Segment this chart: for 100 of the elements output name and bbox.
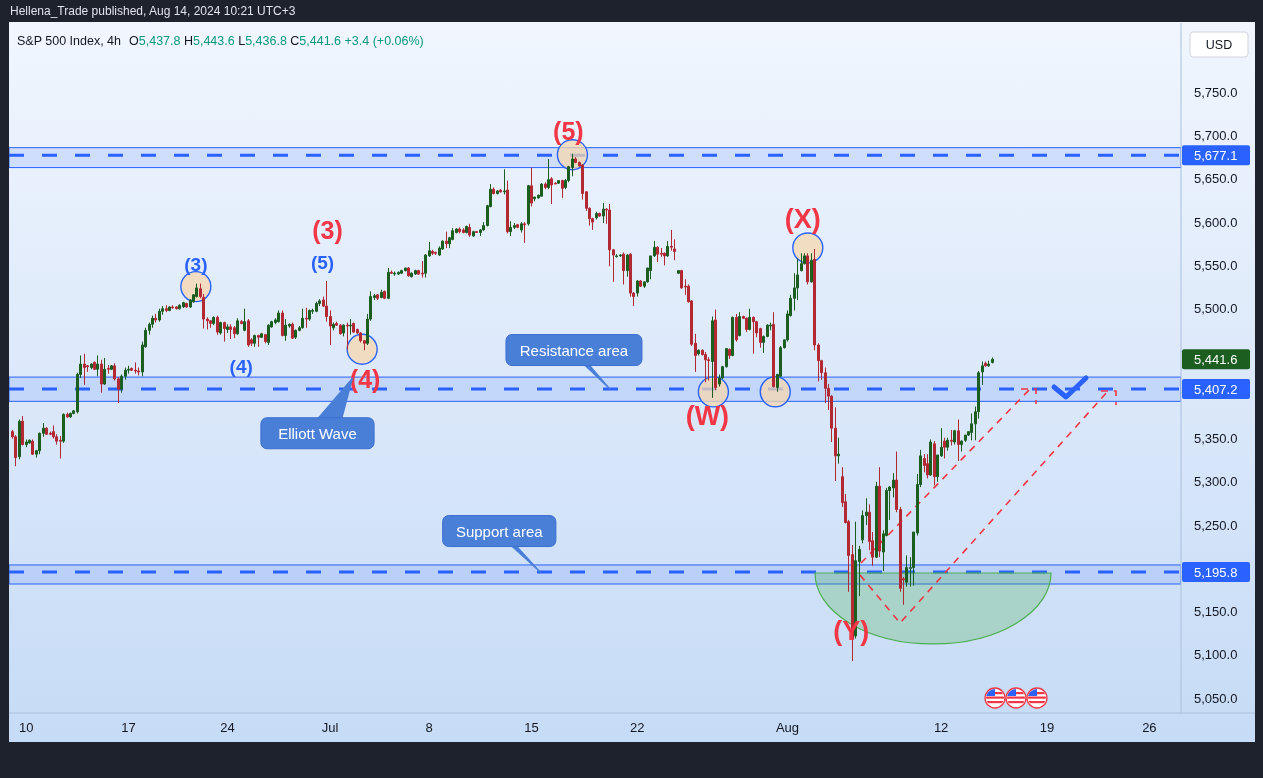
candlestick: [636, 279, 639, 298]
candlestick: [557, 180, 560, 185]
candlestick: [376, 293, 379, 301]
candlestick: [212, 315, 215, 326]
candlestick: [991, 357, 994, 364]
annotation: (X): [784, 203, 821, 234]
candlestick: [666, 240, 669, 258]
candlestick: [28, 438, 31, 445]
candlestick: [810, 252, 813, 284]
y-tick-label: 5,100.0: [1194, 647, 1238, 663]
candlestick: [929, 438, 932, 477]
candlestick: [950, 429, 953, 446]
candlestick: [445, 231, 448, 249]
x-tick-label: 22: [630, 719, 645, 735]
candlestick: [462, 227, 465, 234]
candlestick: [704, 351, 707, 383]
y-tick-label: 5,350.0: [1194, 431, 1238, 447]
x-tick-label: 10: [18, 719, 34, 735]
candlestick: [284, 318, 287, 342]
ref-line-label: 5,195.8: [1194, 564, 1238, 580]
candlestick: [260, 332, 263, 339]
candlestick: [752, 315, 755, 355]
candlestick: [516, 223, 519, 229]
x-tick-label: 17: [121, 719, 136, 735]
candlestick: [431, 249, 434, 256]
candlestick: [960, 439, 963, 453]
candlestick: [492, 186, 495, 195]
candlestick: [602, 202, 605, 224]
candlestick: [663, 251, 666, 266]
annotation: Resistance area: [519, 341, 629, 359]
candlestick: [530, 167, 533, 208]
candlestick: [622, 251, 625, 285]
candlestick: [100, 359, 103, 394]
candlestick: [465, 225, 468, 234]
candlestick: [595, 211, 598, 221]
candlestick: [905, 554, 908, 588]
candlestick: [165, 304, 168, 313]
candlestick: [342, 323, 345, 337]
candlestick: [458, 226, 461, 234]
x-tick-label: 26: [1142, 719, 1157, 735]
candlestick: [748, 308, 751, 331]
candlestick: [175, 305, 178, 311]
candlestick: [301, 308, 304, 330]
candlestick: [154, 313, 157, 324]
candlestick: [926, 453, 929, 479]
candlestick: [509, 220, 512, 237]
candlestick: [639, 279, 642, 288]
candlestick: [547, 158, 550, 190]
candlestick: [943, 437, 946, 459]
candlestick: [527, 184, 530, 227]
candlestick: [332, 322, 335, 331]
candlestick: [69, 412, 72, 419]
candlestick: [520, 221, 523, 234]
candlestick: [953, 429, 956, 446]
candlestick: [878, 466, 881, 558]
candlestick: [574, 156, 577, 164]
candlestick: [472, 230, 475, 238]
candlestick: [294, 328, 297, 340]
candlestick: [243, 308, 246, 332]
y-tick-label: 5,500.0: [1194, 301, 1238, 317]
candlestick: [380, 289, 383, 299]
candlestick: [410, 271, 413, 279]
candlestick: [397, 270, 400, 276]
candlestick: [14, 434, 17, 467]
candlestick: [550, 176, 553, 205]
candlestick: [933, 440, 936, 486]
candlestick: [253, 334, 256, 348]
candlestick: [349, 318, 352, 336]
candlestick: [561, 179, 564, 199]
x-tick-label: 15: [524, 719, 539, 735]
candlestick: [247, 318, 250, 348]
candlestick: [615, 253, 618, 259]
candlestick: [404, 267, 407, 272]
candlestick: [277, 309, 280, 324]
candlestick: [523, 221, 526, 244]
y-tick-label: 5,600.0: [1194, 214, 1238, 230]
candlestick: [677, 270, 680, 275]
candlestick: [503, 168, 506, 195]
candlestick: [257, 334, 260, 348]
candlestick: [93, 361, 96, 371]
candlestick: [656, 245, 659, 263]
candlestick: [21, 415, 24, 446]
candlestick: [414, 269, 417, 276]
candlestick: [731, 315, 734, 357]
candlestick: [390, 270, 393, 275]
candlestick: [219, 321, 222, 336]
y-tick-label: 5,750.0: [1194, 84, 1238, 100]
candlestick: [66, 412, 69, 419]
candlestick: [875, 481, 878, 559]
y-tick-label: 5,550.0: [1194, 257, 1238, 273]
candlestick: [496, 189, 499, 195]
candlestick: [110, 364, 113, 371]
candlestick: [475, 230, 478, 234]
candlestick: [506, 180, 509, 234]
y-tick-label: 5,650.0: [1194, 171, 1238, 187]
candlestick: [738, 311, 741, 337]
annotation: (W): [685, 400, 730, 431]
candlestick: [178, 303, 181, 311]
text: S&P 500 Index, 4h: [17, 34, 122, 48]
candlestick: [957, 419, 960, 462]
